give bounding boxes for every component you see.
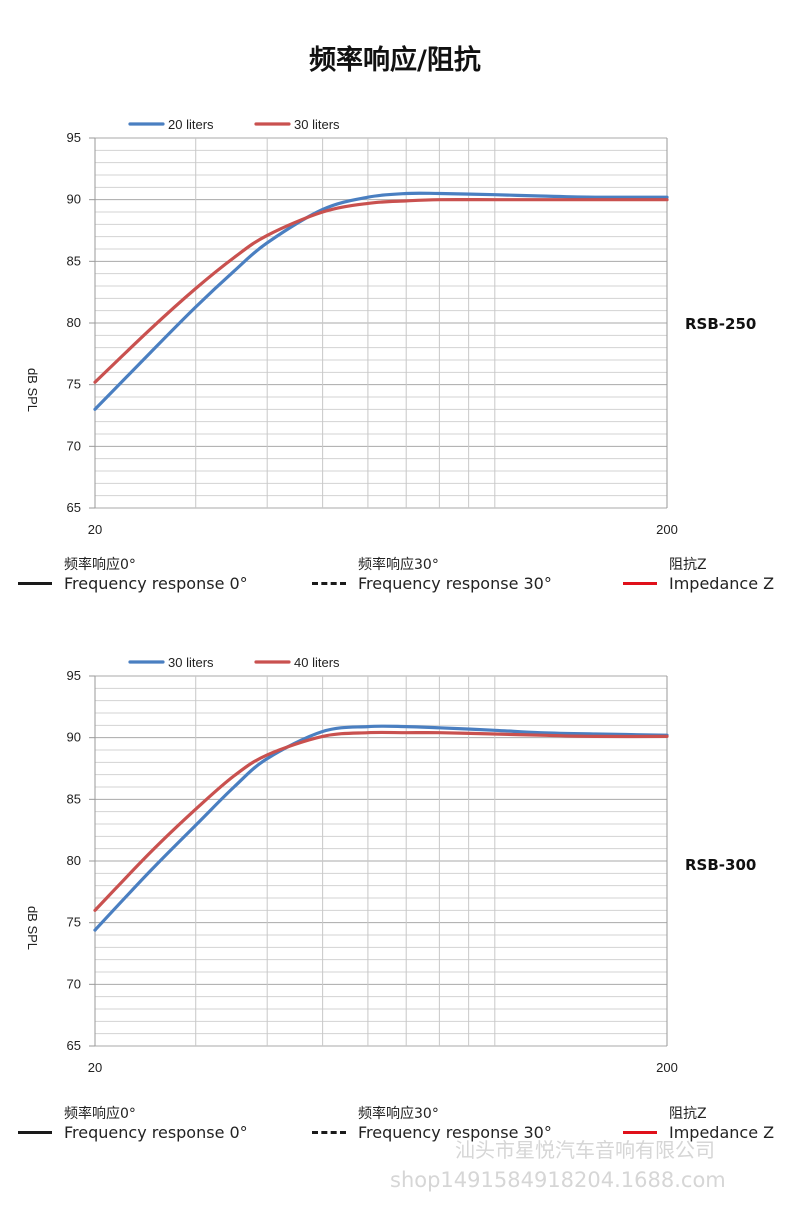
y-tick-label: 75 bbox=[67, 377, 81, 392]
legend-label: 40 liters bbox=[294, 655, 340, 670]
frequency-chart-1: 20 liters 30 liters 65 70 75 80 85 90 95 20 200 d… bbox=[25, 117, 756, 537]
y-tick-label: 70 bbox=[67, 438, 81, 453]
y-tick-label: 85 bbox=[67, 791, 81, 806]
solid-red-line-swatch bbox=[623, 582, 657, 585]
key-label-cn: 频率响应0° bbox=[64, 1106, 136, 1122]
y-tick-label: 65 bbox=[67, 500, 81, 515]
y-tick-label: 80 bbox=[67, 853, 81, 868]
y-tick-label: 90 bbox=[67, 730, 81, 745]
chart-2-ylabel: dB SPL bbox=[25, 906, 40, 950]
chart-2-series bbox=[93, 724, 669, 932]
series-line-2 bbox=[93, 198, 669, 384]
dashed-black-line-swatch bbox=[312, 582, 346, 585]
chart-2-legend: 30 liters 40 liters bbox=[128, 655, 340, 670]
chart-2-key-2: 阻抗Z Impedance Z bbox=[623, 1105, 775, 1143]
dashed-black-line-swatch bbox=[312, 1131, 346, 1134]
chart-2-model-label: RSB-300 bbox=[685, 856, 756, 874]
page-title: 频率响应/阻抗 bbox=[309, 45, 481, 76]
key-label-en: Frequency response 30° bbox=[358, 574, 552, 593]
chart-1-key-0: 频率响应0° Frequency response 0° bbox=[18, 556, 248, 594]
y-tick-label: 90 bbox=[67, 192, 81, 207]
legend-label: 30 liters bbox=[168, 655, 214, 670]
y-tick-label: 70 bbox=[67, 976, 81, 991]
chart-1-key-1: 频率响应30° Frequency response 30° bbox=[312, 556, 552, 594]
chart-1-ylabel: dB SPL bbox=[25, 368, 40, 412]
chart-1-model-label: RSB-250 bbox=[685, 315, 756, 333]
key-label-en: Frequency response 0° bbox=[64, 1123, 248, 1142]
x-tick-label: 200 bbox=[656, 1060, 678, 1075]
chart-1-legend: 20 liters 30 liters bbox=[128, 117, 340, 132]
chart-2-key-0: 频率响应0° Frequency response 0° bbox=[18, 1105, 248, 1143]
legend-label: 30 liters bbox=[294, 117, 340, 132]
y-tick-label: 80 bbox=[67, 315, 81, 330]
y-tick-label: 75 bbox=[67, 915, 81, 930]
x-tick-label: 20 bbox=[88, 522, 102, 537]
key-label-en: Frequency response 0° bbox=[64, 574, 248, 593]
chart-2-ticks: 65 70 75 80 85 90 95 20 200 bbox=[67, 668, 678, 1075]
watermark-company: 汕头市星悦汽车音响有限公司 bbox=[455, 1138, 715, 1162]
series-line-1 bbox=[93, 724, 669, 932]
key-label-en: Frequency response 30° bbox=[358, 1123, 552, 1142]
legend-label: 20 liters bbox=[168, 117, 214, 132]
key-label-cn: 频率响应30° bbox=[358, 557, 439, 573]
x-tick-label: 20 bbox=[88, 1060, 102, 1075]
series-line-1 bbox=[93, 191, 669, 411]
solid-black-line-swatch bbox=[18, 1131, 52, 1134]
series-line-2 bbox=[93, 730, 669, 912]
key-label-cn: 频率响应0° bbox=[64, 557, 136, 573]
y-tick-label: 85 bbox=[67, 253, 81, 268]
y-tick-label: 95 bbox=[67, 668, 81, 683]
chart-1-grid bbox=[94, 137, 668, 509]
key-label-cn: 阻抗Z bbox=[669, 557, 707, 573]
key-label-cn: 频率响应30° bbox=[358, 1106, 439, 1122]
y-tick-label: 65 bbox=[67, 1038, 81, 1053]
chart-2-grid bbox=[94, 675, 668, 1047]
chart-1-ticks: 65 70 75 80 85 90 95 20 200 bbox=[67, 130, 678, 537]
x-tick-label: 200 bbox=[656, 522, 678, 537]
key-label-en: Impedance Z bbox=[669, 1123, 775, 1142]
chart-1-key-2: 阻抗Z Impedance Z bbox=[623, 556, 775, 594]
frequency-chart-2: 30 liters 40 liters 65 70 75 80 85 90 95 20 200 d… bbox=[25, 655, 756, 1075]
y-tick-label: 95 bbox=[67, 130, 81, 145]
solid-red-line-swatch bbox=[623, 1131, 657, 1134]
key-label-cn: 阻抗Z bbox=[669, 1106, 707, 1122]
chart-1-series bbox=[93, 191, 669, 411]
solid-black-line-swatch bbox=[18, 582, 52, 585]
key-label-en: Impedance Z bbox=[669, 574, 775, 593]
watermark-shop-url: shop1491584918204.1688.com bbox=[390, 1168, 726, 1192]
chart-2-key-1: 频率响应30° Frequency response 30° bbox=[312, 1105, 552, 1143]
